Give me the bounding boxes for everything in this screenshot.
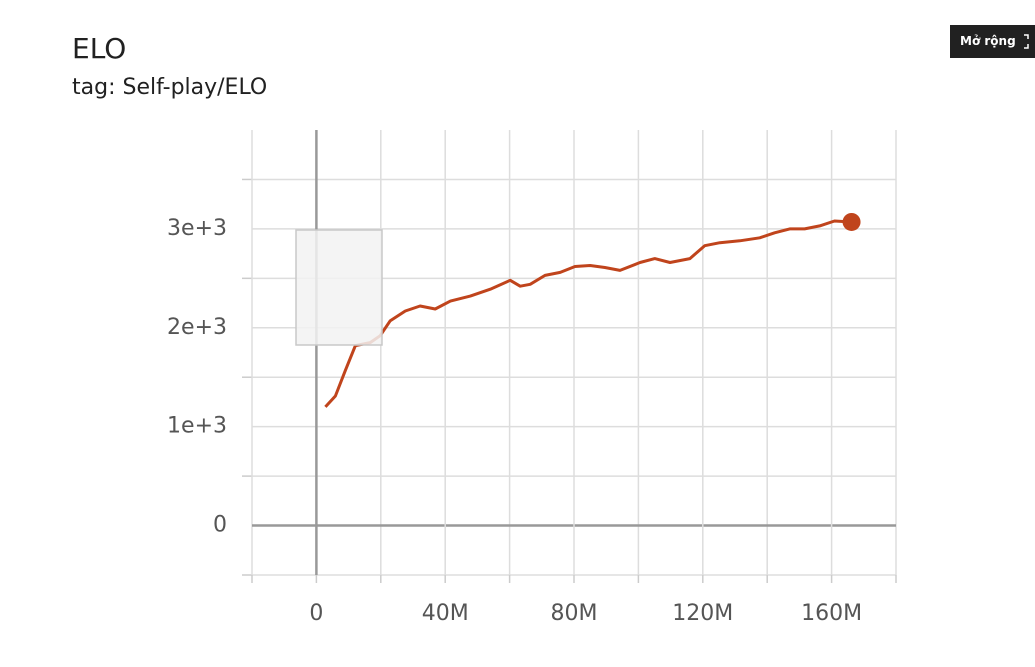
x-tick-label: 0 — [309, 601, 323, 626]
x-tick-label: 160M — [801, 601, 862, 626]
expand-button[interactable]: Mở rộng — [950, 25, 1035, 58]
y-tick-label: 2e+3 — [167, 315, 227, 340]
end-point — [842, 212, 861, 231]
x-tick-label: 120M — [672, 601, 733, 626]
x-tick-label: 80M — [551, 601, 598, 626]
y-tick-label: 3e+3 — [167, 216, 227, 241]
expand-icon — [1024, 34, 1029, 49]
chart-title: ELO — [72, 32, 126, 65]
chart-subtitle: tag: Self-play/ELO — [72, 75, 267, 100]
button-background — [950, 25, 1035, 58]
line — [324, 219, 852, 408]
button-label[interactable]: Mở rộng — [960, 34, 1016, 48]
selection-box — [295, 229, 383, 346]
x-tick-label: 40M — [422, 601, 469, 626]
y-tick-label: 1e+3 — [167, 414, 227, 439]
y-tick-label: 0 — [213, 513, 227, 538]
plot-area: 0 1e+3 2e+3 3e+3 0 40M 80M 120M 160M — [167, 130, 897, 626]
